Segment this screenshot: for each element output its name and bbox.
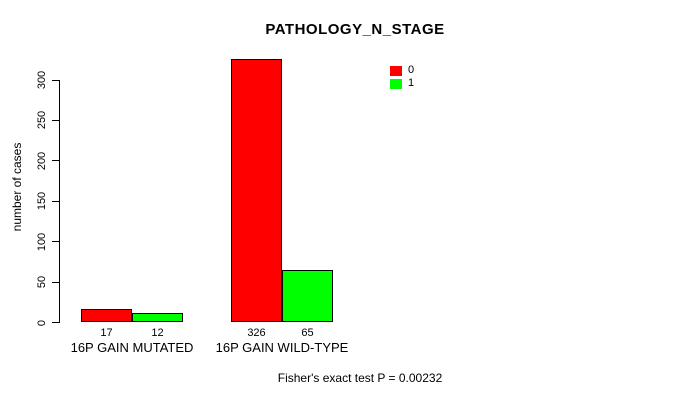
legend-row: 1 — [390, 77, 414, 90]
bar-1-16p-gain-wild-type — [282, 269, 333, 323]
y-tick-label: 150 — [36, 192, 48, 211]
bar-0-16p-gain-mutated — [81, 308, 132, 323]
x-axis-category-label: 16P GAIN WILD-TYPE — [215, 340, 349, 355]
chart-title: PATHOLOGY_N_STAGE — [265, 21, 445, 38]
y-tick-mark — [52, 241, 59, 243]
legend-label: 1 — [408, 77, 415, 89]
y-tick-mark — [52, 119, 59, 121]
y-tick-label: 0 — [36, 319, 48, 326]
legend-swatch-icon — [390, 65, 402, 76]
y-tick-mark — [52, 79, 59, 81]
bar-1-16p-gain-mutated — [132, 312, 183, 323]
legend-row: 0 — [390, 64, 414, 77]
y-tick-label: 250 — [36, 111, 48, 130]
y-tick-mark — [52, 281, 59, 283]
legend-swatch-icon — [390, 78, 402, 89]
y-axis-line — [59, 80, 60, 323]
y-tick-mark — [52, 322, 59, 323]
legend-label: 0 — [408, 64, 415, 76]
bar-value-label: 17 — [100, 327, 113, 339]
y-axis-label: number of cases — [10, 142, 24, 232]
y-tick-mark — [52, 160, 59, 162]
footnote-pvalue: Fisher's exact test P = 0.00232 — [277, 371, 443, 385]
y-tick-mark — [52, 200, 59, 202]
y-tick-label: 50 — [36, 275, 48, 289]
x-axis-category-label: 16P GAIN MUTATED — [70, 340, 194, 355]
bar-value-label: 12 — [151, 327, 164, 339]
y-tick-label: 100 — [36, 232, 48, 251]
bar-value-label: 326 — [247, 327, 266, 339]
y-tick-label: 200 — [36, 151, 48, 171]
bar-value-label: 65 — [301, 327, 314, 339]
bar-0-16p-gain-wild-type — [231, 58, 282, 323]
y-tick-label: 300 — [36, 70, 48, 90]
